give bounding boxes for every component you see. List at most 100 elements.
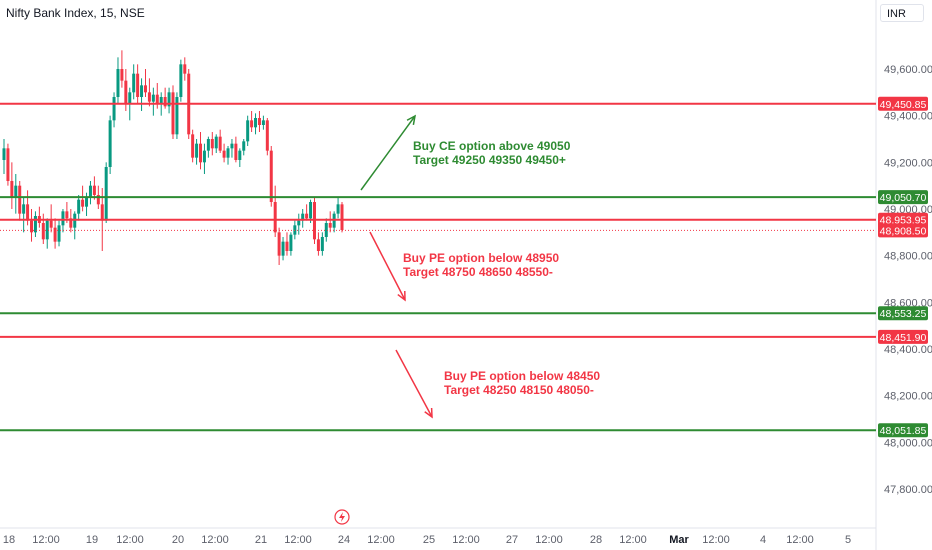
x-tick-label: 4 xyxy=(760,534,766,546)
y-tick-label: 48,200.00 xyxy=(884,391,932,403)
candle-body xyxy=(81,199,85,207)
x-tick-label: 20 xyxy=(172,534,184,546)
level-price-tag xyxy=(878,329,928,344)
candle-body xyxy=(159,97,163,104)
y-tick-label: 48,800.00 xyxy=(884,251,932,263)
candle-body xyxy=(167,92,171,107)
y-tick-label: 49,600.00 xyxy=(884,64,932,76)
candle-body xyxy=(218,136,222,151)
candle-body xyxy=(210,139,214,149)
level-price-tag xyxy=(878,96,928,111)
candle-body xyxy=(257,118,261,125)
candle-body xyxy=(151,94,155,102)
arrow-head xyxy=(406,114,417,125)
candle-body xyxy=(301,213,305,221)
candle-body xyxy=(65,211,69,219)
y-tick-label: 47,800.00 xyxy=(884,484,932,496)
candle-body xyxy=(191,134,195,158)
candle-body xyxy=(18,185,22,214)
candle-body xyxy=(136,73,140,97)
annotation-line2: Target 48250 48150 48050- xyxy=(444,383,594,397)
candle-body xyxy=(116,69,120,97)
candle-body xyxy=(289,234,293,251)
x-tick-label: 12:00 xyxy=(367,534,395,546)
candle-body xyxy=(49,220,53,228)
candle-body xyxy=(195,143,199,158)
candle-body xyxy=(143,85,147,93)
level-price-tag xyxy=(878,223,928,238)
candle-body xyxy=(124,80,128,104)
x-tick-label: 19 xyxy=(86,534,98,546)
x-tick-label: 12:00 xyxy=(619,534,647,546)
x-tick-label: Mar xyxy=(669,534,689,546)
candle-body xyxy=(277,232,281,256)
x-tick-label: 21 xyxy=(255,534,267,546)
candle-body xyxy=(22,204,26,214)
currency-selector[interactable]: INR xyxy=(880,4,924,22)
level-price-label: 48,051.85 xyxy=(880,425,927,437)
candle-body xyxy=(222,150,226,158)
candle-body xyxy=(132,73,136,93)
candle-body xyxy=(175,97,179,135)
candle-body xyxy=(120,69,124,81)
candle-body xyxy=(77,199,81,214)
candle-body xyxy=(273,202,277,233)
candle-body xyxy=(140,85,144,97)
candle-body xyxy=(92,185,96,195)
annotation-line1: Buy PE option below 48450 xyxy=(444,369,600,383)
symbol-title: Nifty Bank Index, 15, NSE xyxy=(6,6,145,20)
x-tick-label: 25 xyxy=(423,534,435,546)
x-tick-label: 24 xyxy=(338,534,350,546)
level-price-label: 49,050.70 xyxy=(880,192,927,204)
x-tick-label: 12:00 xyxy=(702,534,730,546)
candle-body xyxy=(10,181,14,198)
arrow-line xyxy=(395,349,433,418)
candle-body xyxy=(254,118,258,128)
candle-body xyxy=(309,202,313,219)
candle-body xyxy=(340,204,344,230)
candle-body xyxy=(281,241,285,256)
candle-body xyxy=(199,143,203,163)
candle-body xyxy=(336,204,340,214)
candle-body xyxy=(30,220,34,233)
candle-body xyxy=(285,241,289,251)
candle-body xyxy=(112,97,116,121)
x-tick-label: 12:00 xyxy=(284,534,312,546)
x-tick-label: 12:00 xyxy=(452,534,480,546)
candle-body xyxy=(14,185,18,198)
candle-body xyxy=(202,150,206,163)
level-price-label: 49,450.85 xyxy=(880,99,927,111)
candle-body xyxy=(234,143,238,160)
candle-body xyxy=(261,120,265,125)
candle-body xyxy=(155,94,159,104)
candle-body xyxy=(328,223,332,228)
candle-body xyxy=(100,204,104,221)
arrow-line xyxy=(369,231,406,301)
candle-body xyxy=(297,220,301,226)
candle-body xyxy=(238,150,242,160)
x-tick-label: 5 xyxy=(845,534,851,546)
candle-body xyxy=(41,223,45,240)
candle-body xyxy=(214,136,218,149)
candle-body xyxy=(85,197,89,207)
candle-body xyxy=(183,64,187,74)
y-tick-label: 48,000.00 xyxy=(884,437,932,449)
x-tick-label: 12:00 xyxy=(32,534,60,546)
y-tick-label: 48,400.00 xyxy=(884,344,932,356)
candle-body xyxy=(128,92,132,104)
candle-body xyxy=(33,216,37,233)
arrow-line xyxy=(360,115,416,191)
candle-body xyxy=(316,239,320,251)
level-price-label: 48,553.25 xyxy=(880,308,927,320)
candle-body xyxy=(242,141,246,151)
candle-body xyxy=(206,139,210,151)
level-price-tag xyxy=(878,190,928,205)
annotation-line1: Buy CE option above 49050 xyxy=(413,139,571,153)
y-tick-label: 49,400.00 xyxy=(884,111,932,123)
candle-body xyxy=(179,64,183,97)
level-price-label: 48,451.90 xyxy=(880,332,927,344)
candle-body xyxy=(226,148,230,158)
level-price-tag xyxy=(878,212,928,227)
x-tick-label: 27 xyxy=(506,534,518,546)
level-price-label: 48,908.50 xyxy=(880,225,927,237)
